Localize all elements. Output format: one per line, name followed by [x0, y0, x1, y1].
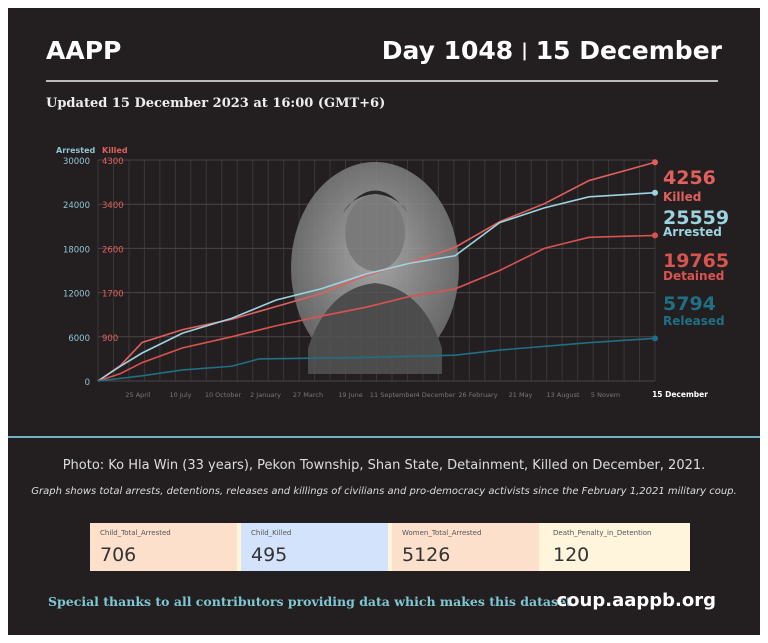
x-tick-label: 13 August	[546, 391, 580, 399]
x-tick-label: 5 Novem	[591, 391, 620, 399]
series-end-value: 19765	[663, 250, 729, 272]
stat-label: Women_Total_Arrested	[402, 529, 482, 537]
right-tick-label: 4300	[102, 157, 124, 167]
stat-label: Child_Killed	[251, 529, 292, 537]
series-end-value: 25559	[663, 207, 729, 229]
stat-card-child-killed: Child_Killed 495	[241, 523, 388, 571]
left-tick-label: 24000	[63, 201, 90, 211]
series-end-value: 5794	[663, 293, 716, 315]
stats-cards: Child_Total_Arrested 706 Child_Killed 495 …	[90, 523, 690, 571]
divider	[46, 80, 718, 82]
portrait-photo	[291, 162, 459, 374]
date: 15 December	[535, 36, 722, 65]
series-end-value: 4256	[663, 167, 716, 189]
right-tick-label: 900	[102, 334, 118, 344]
left-tick-label: 6000	[68, 334, 90, 344]
left-tick-label: 0	[85, 378, 90, 388]
x-tick-label: 15 December	[652, 390, 708, 399]
stat-card-child-arrested: Child_Total_Arrested 706	[90, 523, 237, 571]
thanks-text: Special thanks to all contributors provi…	[48, 594, 577, 609]
x-tick-label: 10 October	[205, 391, 242, 399]
x-tick-label: 25 April	[125, 391, 150, 399]
x-tick-label: 11 September	[370, 391, 417, 399]
series-line-arrested	[97, 191, 656, 382]
left-tick-label: 18000	[63, 245, 90, 255]
left-axis-label: Arrested	[56, 146, 96, 155]
series-end-marker	[652, 189, 658, 196]
day-counter: Day 1048 | 15 December	[381, 36, 722, 65]
stat-label: Child_Total_Arrested	[100, 529, 171, 537]
right-tick-label: 1700	[102, 290, 124, 300]
right-axis-label: Killed	[102, 146, 128, 155]
x-tick-label: 27 March	[293, 391, 323, 399]
right-tick-label: 2600	[102, 245, 124, 255]
website-link[interactable]: coup.aappb.org	[556, 590, 717, 611]
chart: 0 6000 12000 18000 24000 30000 900 1700 2600 3400…	[56, 146, 729, 399]
series-line-detained	[97, 234, 656, 382]
stat-value: 495	[251, 544, 288, 566]
x-tick-label: 10 July	[169, 391, 191, 399]
x-tick-label: 2 January	[250, 391, 281, 399]
stat-value: 706	[100, 544, 137, 566]
stat-card-death-penalty: Death_Penalty_in_Detention 120	[543, 523, 690, 571]
left-tick-label: 12000	[63, 290, 90, 300]
updated-text: Updated 15 December 2023 at 16:00 (GMT+6…	[46, 96, 386, 111]
stat-value: 5126	[402, 544, 451, 566]
x-tick-label: 21 May	[509, 391, 533, 399]
x-tick-label: 19 June	[338, 391, 363, 399]
series-end-marker	[652, 232, 658, 239]
series-line-killed	[97, 161, 656, 382]
graph-note: Graph shows total arrests, detentions, r…	[31, 486, 737, 497]
series-end-name: Killed	[663, 190, 701, 204]
left-tick-label: 30000	[63, 157, 90, 167]
photo-caption: Photo: Ko Hla Win (33 years), Pekon Town…	[62, 458, 706, 473]
infographic: AAPP Day 1048 | 15 December Updated 15 Dec…	[8, 8, 760, 635]
stat-value: 120	[553, 544, 590, 566]
series-end-name: Arrested	[663, 225, 722, 239]
series-end-marker	[652, 335, 658, 342]
day-number: Day 1048	[381, 36, 514, 65]
series-line-released	[97, 337, 656, 382]
x-tick-label: 26 February	[458, 391, 497, 399]
series-end-name: Released	[663, 314, 725, 328]
series-end-name: Detained	[663, 269, 724, 283]
stat-card-women-arrested: Women_Total_Arrested 5126	[392, 523, 539, 571]
divider	[8, 436, 760, 438]
series-end-marker	[652, 159, 658, 166]
stat-label: Death_Penalty_in_Detention	[553, 529, 652, 537]
x-tick-label: 4 December	[416, 391, 456, 399]
right-tick-label: 3400	[102, 201, 124, 211]
org-title: AAPP	[46, 36, 122, 65]
